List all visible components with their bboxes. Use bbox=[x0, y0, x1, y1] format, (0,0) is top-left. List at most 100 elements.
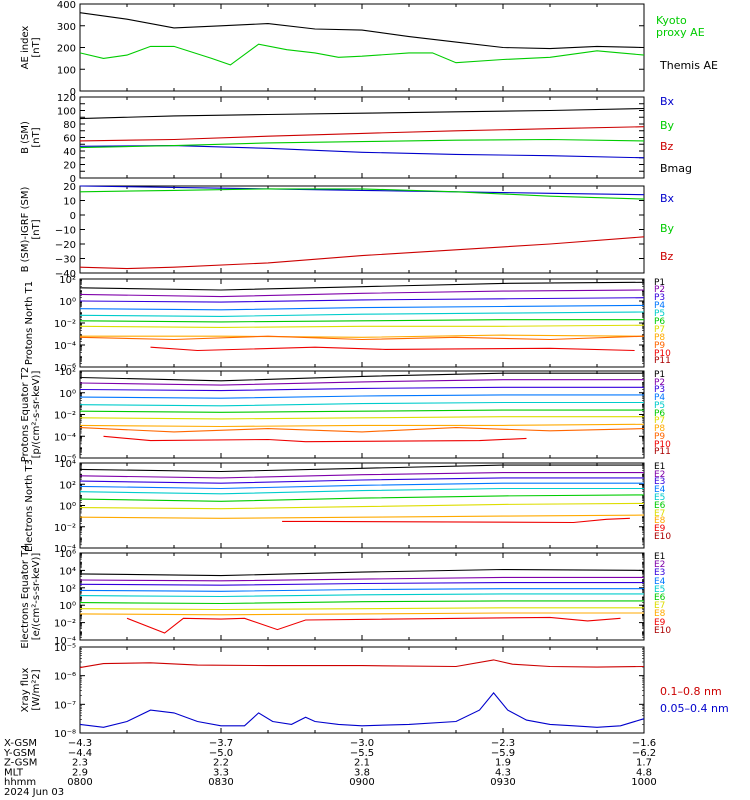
row-value: −5.5 bbox=[350, 748, 374, 759]
series-line-p6 bbox=[79, 409, 644, 413]
y-axis-label: Electrons Equator T4 [e/(cm²-s-sr-keV)] bbox=[20, 544, 42, 648]
row-value: 0830 bbox=[208, 777, 233, 788]
row-value: 2.1 bbox=[354, 758, 370, 769]
row-value: 0900 bbox=[349, 777, 374, 788]
y-tick-label: 10⁻² bbox=[54, 619, 76, 630]
legend-label: P8 bbox=[654, 424, 665, 434]
legend-label: P11 bbox=[654, 356, 671, 366]
plot-frame bbox=[79, 646, 645, 734]
series-line-bz bbox=[79, 236, 645, 270]
panel-7: 10⁻⁴ 10⁻² 10⁰ 10² 10⁴ 10⁶ Electrons Equator T4… bbox=[20, 544, 671, 648]
y-tick-label: 200 bbox=[57, 44, 76, 55]
legend-label: P10 bbox=[654, 349, 671, 359]
row-value: −6.2 bbox=[632, 748, 656, 759]
legend-label: E7 bbox=[654, 509, 665, 519]
row-value: −4.3 bbox=[68, 738, 92, 749]
legend-label: P9 bbox=[654, 341, 665, 351]
y-tick-label: −10 bbox=[55, 226, 76, 237]
legend-label: Bmag bbox=[660, 162, 692, 175]
row-value: −4.4 bbox=[68, 748, 92, 759]
y-tick-label: 0 bbox=[70, 211, 76, 222]
y-tick-label: 20 bbox=[63, 182, 76, 193]
series-line-e7 bbox=[79, 502, 645, 510]
series-line-e9 bbox=[126, 616, 621, 634]
series-line-themis-ae bbox=[79, 12, 645, 50]
y-axis-label: Electrons North T3 bbox=[24, 459, 35, 552]
series-line-p2 bbox=[79, 289, 645, 298]
y-tick-label: 10² bbox=[59, 480, 76, 491]
row-label: Z-GSM bbox=[4, 758, 37, 769]
series-line-p9 bbox=[79, 335, 645, 341]
legend-label: Bz bbox=[660, 250, 674, 263]
series-line-p3 bbox=[79, 386, 644, 392]
row-value: −3.7 bbox=[209, 738, 233, 749]
series-line-p4 bbox=[79, 394, 644, 399]
legend-label: E9 bbox=[654, 524, 666, 534]
legend-label: E6 bbox=[654, 593, 666, 603]
y-tick-label: 10⁶ bbox=[59, 549, 76, 560]
row-value: 2.3 bbox=[72, 758, 88, 769]
legend-label: P2 bbox=[654, 285, 665, 295]
legend-label: P4 bbox=[654, 301, 665, 311]
y-tick-label: 10² bbox=[59, 275, 76, 286]
y-axis-unit-text: [e/(cm²-s-sr-keV)] bbox=[31, 553, 42, 641]
series-line-e3 bbox=[79, 477, 644, 484]
panel-8: 10⁻⁸ 10⁻⁷ 10⁻⁶ 10⁻⁵ Xray flux [W/m²2] 0.1–0.8 … bbox=[20, 643, 729, 740]
panel-1: 0 100 200 300 400 AE index [nT] Kyoto proxy AE Th… bbox=[20, 0, 718, 98]
series-line-e4 bbox=[79, 482, 644, 490]
series-line-kyoto-proxy-ae bbox=[79, 43, 645, 66]
legend-label: E10 bbox=[654, 626, 671, 636]
panel-2: 0 20 40 60 80 100 120 B (SM) [nT] Bx By Bz Bmag bbox=[20, 93, 692, 185]
y-axis-label: Xray flux [W/m²2] bbox=[20, 668, 42, 713]
y-tick-label: 10⁻⁶ bbox=[54, 454, 76, 465]
legend-label: P10 bbox=[654, 440, 671, 450]
series-line-e8 bbox=[79, 612, 644, 616]
series-line-e5 bbox=[79, 593, 644, 598]
series-line-p2 bbox=[79, 379, 644, 386]
y-tick-label: 10⁰ bbox=[59, 389, 76, 400]
legend-label: P4 bbox=[654, 393, 665, 403]
y-tick-label: 10⁰ bbox=[59, 502, 76, 513]
legend-label: P9 bbox=[654, 432, 665, 442]
y-axis-label: Protons Equator T2 [p/(cm²-s-sr-keV)] bbox=[20, 367, 42, 463]
legend-label: E8 bbox=[654, 609, 666, 619]
y-tick-label: 10⁻⁴ bbox=[54, 636, 76, 647]
series-line-e4 bbox=[79, 588, 644, 592]
y-axis-unit-text: [nT] bbox=[31, 37, 42, 57]
y-axis-label-text: Xray flux bbox=[20, 668, 31, 713]
series-line-bz bbox=[79, 126, 645, 142]
legend-label: E5 bbox=[654, 493, 665, 503]
series-line-p10 bbox=[103, 435, 527, 443]
y-tick-label: 10⁻⁴ bbox=[54, 544, 76, 555]
y-tick-label: 10⁻⁶ bbox=[54, 672, 76, 683]
row-value: 0800 bbox=[67, 777, 92, 788]
series-line-e6 bbox=[79, 494, 645, 502]
row-value: −3.0 bbox=[350, 738, 374, 749]
row-value: −5.0 bbox=[209, 748, 233, 759]
row-label: X-GSM bbox=[4, 738, 37, 749]
legend-label: P6 bbox=[654, 317, 665, 327]
y-tick-label: 10⁻⁸ bbox=[54, 729, 76, 740]
legend-label: Bx bbox=[660, 192, 675, 205]
y-tick-label: 10 bbox=[63, 197, 76, 208]
legend-label: E10 bbox=[654, 532, 671, 542]
x-axis-table: X-GSM −4.3 −3.7 −3.0 −2.3 −1.6 Y-GSM −4.4 −5.0 −5… bbox=[3, 738, 657, 798]
y-tick-label: 10⁻⁶ bbox=[54, 363, 76, 374]
series-line-p3 bbox=[79, 297, 645, 303]
plot-frame bbox=[79, 278, 645, 368]
series-line-e7 bbox=[79, 607, 644, 611]
series-line-bx bbox=[79, 145, 645, 159]
y-tick-label: 10² bbox=[59, 584, 76, 595]
row-label: Y-GSM bbox=[3, 748, 36, 759]
series-line-p4 bbox=[79, 304, 645, 311]
y-tick-label: 0 bbox=[70, 87, 76, 98]
series-line-e6 bbox=[79, 600, 644, 605]
y-tick-label: 40 bbox=[63, 147, 76, 158]
legend-label: Themis AE bbox=[659, 59, 718, 72]
row-value: 3.3 bbox=[213, 767, 229, 778]
y-tick-label: −20 bbox=[55, 240, 76, 251]
legend-label: P1 bbox=[654, 278, 665, 288]
row-value: 2.9 bbox=[72, 767, 88, 778]
series-line-e2 bbox=[79, 576, 644, 582]
